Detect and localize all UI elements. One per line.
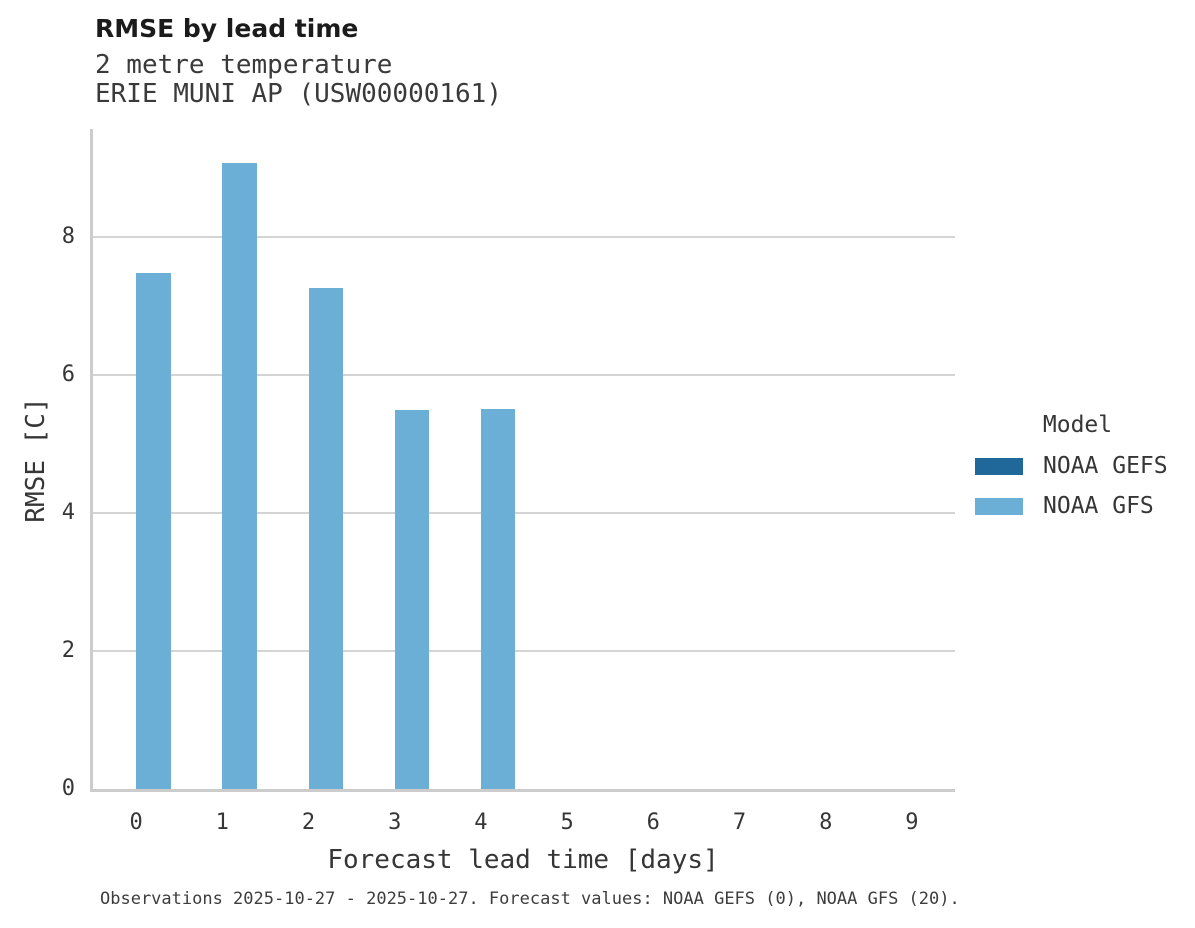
x-tick-label-0: 0 bbox=[129, 810, 143, 835]
chart-subtitle-station: ERIE MUNI AP (USW00000161) bbox=[95, 79, 502, 109]
plot-area: 0 2 4 6 8 0 1 2 3 4 5 6 7 8 9 bbox=[62, 129, 955, 835]
x-tick-label-9: 9 bbox=[905, 810, 919, 835]
legend-label-noaa-gefs: NOAA GEFS bbox=[1043, 453, 1168, 479]
chart-subtitle-variable: 2 metre temperature bbox=[95, 50, 393, 80]
gridline-y-6 bbox=[93, 373, 955, 376]
gridline-y-8 bbox=[93, 235, 955, 238]
legend: Model NOAA GEFS NOAA GFS bbox=[975, 410, 1180, 520]
y-tick-label-4: 4 bbox=[61, 499, 75, 525]
bar-noaa-gfs-lead-2 bbox=[308, 288, 343, 789]
bar-noaa-gfs-lead-1 bbox=[222, 162, 257, 789]
legend-title: Model bbox=[1042, 412, 1113, 438]
x-axis-label: Forecast lead time [days] bbox=[327, 845, 719, 875]
legend-swatch-noaa-gefs bbox=[975, 458, 1023, 475]
x-tick-label-4: 4 bbox=[474, 810, 488, 835]
gridline-y-2 bbox=[93, 649, 955, 652]
legend-label-noaa-gfs: NOAA GFS bbox=[1043, 493, 1154, 519]
gridline-y-4 bbox=[93, 511, 955, 514]
x-tick-label-5: 5 bbox=[560, 810, 574, 835]
legend-items: NOAA GEFS NOAA GFS bbox=[975, 453, 1180, 520]
y-tick-label-0: 0 bbox=[61, 776, 75, 801]
x-tick-label-3: 3 bbox=[388, 810, 402, 835]
legend-swatch-noaa-gfs bbox=[975, 498, 1023, 515]
caption: Observations 2025-10-27 - 2025-10-27. Fo… bbox=[100, 889, 960, 909]
x-tick-label-8: 8 bbox=[819, 810, 833, 835]
y-tick-label-2: 2 bbox=[61, 637, 75, 663]
x-tick-label-6: 6 bbox=[646, 810, 660, 835]
chart-title: RMSE by lead time bbox=[95, 14, 359, 43]
x-tick-label-7: 7 bbox=[732, 810, 747, 835]
x-tick-label-2: 2 bbox=[301, 810, 316, 835]
legend-item-noaa-gefs: NOAA GEFS bbox=[975, 453, 1180, 480]
bar-noaa-gfs-lead-4 bbox=[480, 408, 516, 789]
legend-item-noaa-gfs: NOAA GFS bbox=[975, 493, 1180, 520]
x-tick-label-1: 1 bbox=[215, 810, 229, 835]
bar-noaa-gfs-lead-0 bbox=[136, 273, 171, 789]
y-tick-label-8: 8 bbox=[61, 223, 75, 249]
y-tick-label-6: 6 bbox=[61, 361, 75, 387]
bar-noaa-gfs-lead-3 bbox=[394, 409, 430, 789]
